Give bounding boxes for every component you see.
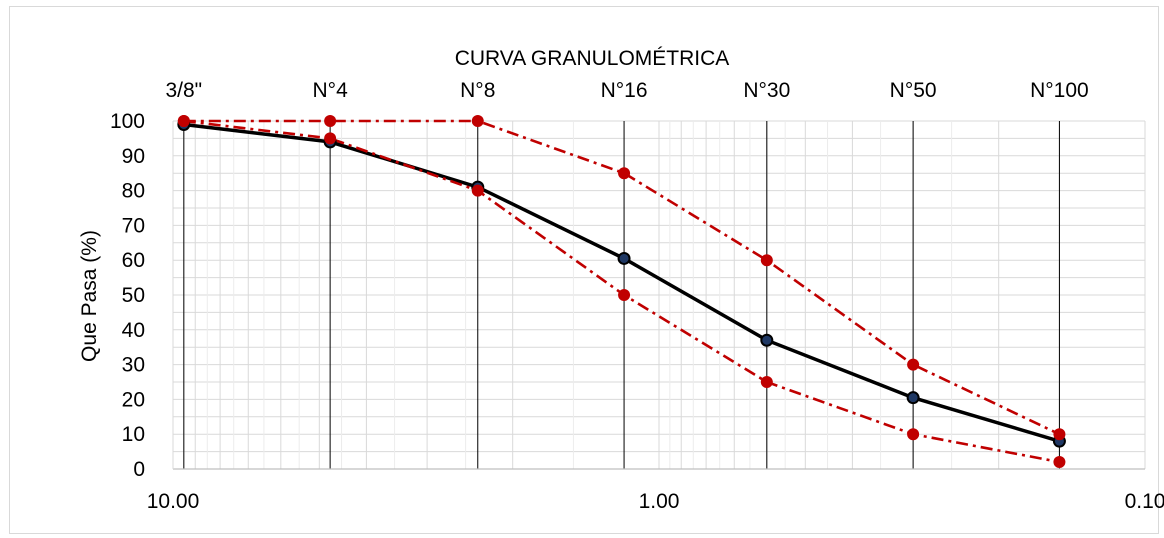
series-layer bbox=[177, 115, 1066, 469]
data-point-limit bbox=[907, 358, 920, 371]
y-tick-label: 20 bbox=[122, 388, 145, 411]
y-tick-label: 40 bbox=[122, 319, 145, 342]
grid-layer bbox=[172, 120, 1146, 470]
y-tick-label: 60 bbox=[122, 249, 145, 272]
data-point-limit bbox=[471, 115, 484, 127]
chart-frame bbox=[9, 6, 1159, 534]
axes bbox=[172, 121, 1145, 470]
data-point-limit bbox=[471, 184, 484, 197]
data-point-limit bbox=[618, 167, 631, 180]
data-point-grading bbox=[617, 251, 631, 265]
data-point-grading bbox=[760, 333, 774, 347]
data-point-limit bbox=[907, 428, 920, 441]
x-tick-label: 0.10 bbox=[1125, 490, 1164, 513]
sieve-label: N°4 bbox=[313, 79, 349, 102]
tick-labels: 0 10 20 30 40 50 60 70 80 90 100 10.00 1.00 0.10 3/8" N… bbox=[110, 79, 1164, 513]
data-point-limit bbox=[324, 132, 337, 145]
y-axis-label: Que Pasa (%) bbox=[78, 230, 101, 362]
sieve-label: N°100 bbox=[1030, 79, 1089, 102]
sieve-label: N°16 bbox=[601, 79, 648, 102]
y-tick-label: 0 bbox=[133, 458, 145, 481]
x-tick-label: 10.00 bbox=[147, 490, 200, 513]
data-point-grading bbox=[906, 391, 920, 405]
data-point-limit bbox=[177, 115, 190, 127]
y-tick-label: 30 bbox=[122, 354, 145, 377]
x-tick-label: 1.00 bbox=[639, 490, 680, 513]
y-tick-label: 100 bbox=[110, 110, 145, 133]
data-point-limit bbox=[760, 254, 773, 267]
y-tick-label: 80 bbox=[122, 180, 145, 203]
data-point-limit bbox=[324, 115, 337, 127]
data-point-limit bbox=[618, 289, 631, 301]
data-point-limit bbox=[1053, 428, 1066, 441]
sieve-label: N°30 bbox=[743, 79, 790, 102]
sieve-label: 3/8" bbox=[165, 79, 202, 102]
sieve-label: N°50 bbox=[890, 79, 937, 102]
y-tick-label: 50 bbox=[122, 284, 145, 307]
sieve-label: N°8 bbox=[460, 79, 495, 102]
data-point-limit bbox=[1053, 456, 1066, 469]
y-tick-label: 10 bbox=[122, 423, 145, 446]
y-tick-label: 70 bbox=[122, 214, 145, 237]
y-tick-label: 90 bbox=[122, 145, 145, 168]
data-point-limit bbox=[760, 376, 773, 388]
chart-title: CURVA GRANULOMÉTRICA bbox=[455, 47, 730, 70]
